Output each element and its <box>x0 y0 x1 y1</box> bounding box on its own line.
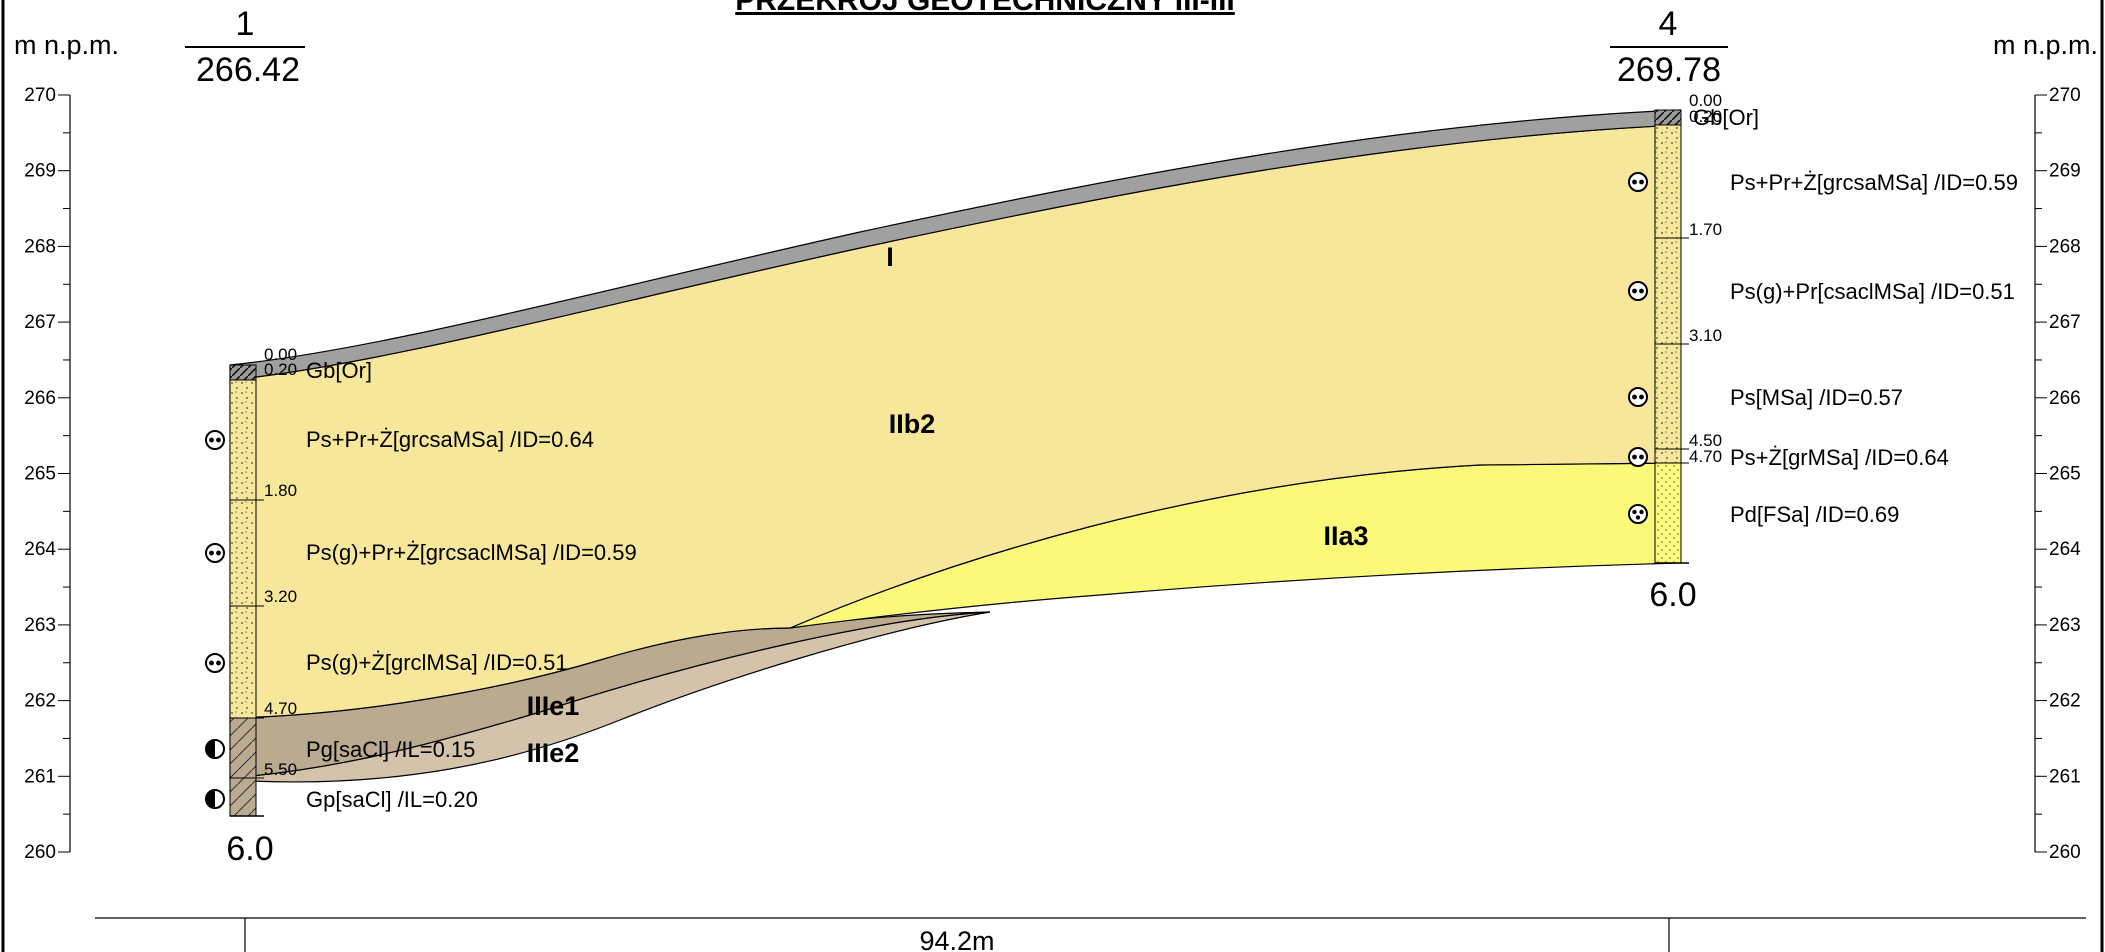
right-axis-tick-label: 264 <box>2049 539 2081 560</box>
borehole-4-layer-1-label: Gb[Or] <box>1693 105 1759 130</box>
borehole-1-layer-5-label: Pg[saCl] /IL=0.15 <box>306 737 475 762</box>
layer-label-IIa3: IIa3 <box>1323 521 1368 551</box>
layer-label-IIb2: IIb2 <box>889 409 936 439</box>
borehole-4-depth-1: 0.20 <box>1689 107 1722 126</box>
right-axis-unit: m n.p.m. <box>1993 30 2098 60</box>
borehole-1-depth-2: 1.80 <box>264 481 297 500</box>
left-axis-tick-label: 263 <box>24 615 56 636</box>
borehole-4-layer-6-label: Pd[FSa] /ID=0.69 <box>1730 502 1899 527</box>
dense-sand-icon <box>205 543 225 563</box>
borehole-1-layer-4-label: Ps(g)+Ż[grclMSa] /ID=0.51 <box>306 650 568 675</box>
borehole-4-layer-2-label: Ps+Pr+Ż[grcsaMSa] /ID=0.59 <box>1730 170 2018 195</box>
layer-label-IIIe2: IIIe2 <box>527 738 580 768</box>
borehole-1: 1 266.42 0.00 0.20 1.80 3.20 4.70 5.50 G… <box>185 5 637 868</box>
section-title: PRZEKRÓJ GEOTECHNICZNY III-III <box>735 0 1235 17</box>
dense-sand-icon <box>1628 172 1648 192</box>
right-axis-tick-label: 269 <box>2049 161 2081 182</box>
left-axis-tick-label: 270 <box>24 85 56 106</box>
right-axis-tick-label: 260 <box>2049 842 2081 863</box>
left-axis-tick-label: 260 <box>24 842 56 863</box>
left-axis-tick-label: 262 <box>24 691 56 712</box>
left-axis-tick-label: 268 <box>24 236 56 257</box>
borehole-1-layer-2-label: Ps+Pr+Ż[grcsaMSa] /ID=0.64 <box>306 427 594 452</box>
right-axis-tick-label: 267 <box>2049 312 2081 333</box>
right-axis-tick-label: 262 <box>2049 691 2081 712</box>
half-circle-icon <box>205 789 225 809</box>
right-elevation-axis: m n.p.m. 260 261 262 263 264 265 266 267 268 269 2… <box>1993 30 2098 863</box>
borehole-1-number: 1 <box>236 5 255 43</box>
distance-bar: 94.2m <box>95 917 2086 952</box>
borehole-4-depth-4: 4.50 <box>1689 431 1722 450</box>
borehole-4-fine-sand <box>1654 462 1682 564</box>
right-axis-tick-label: 270 <box>2049 85 2081 106</box>
dense-sand-icon <box>205 653 225 673</box>
right-axis-tick-label: 263 <box>2049 615 2081 636</box>
right-axis-tick-label: 268 <box>2049 236 2081 257</box>
borehole-4-sand <box>1654 124 1682 464</box>
dense-sand-icon <box>1628 387 1648 407</box>
left-axis-tick-label: 266 <box>24 388 56 409</box>
half-circle-icon <box>205 739 225 759</box>
borehole-4-total-depth: 6.0 <box>1649 576 1696 614</box>
borehole-1-layer-3-label: Ps(g)+Pr+Ż[grcsaclMSa] /ID=0.59 <box>306 540 637 565</box>
medium-sand-icon <box>1628 504 1648 524</box>
borehole-1-depth-3: 3.20 <box>264 587 297 606</box>
borehole-1-total-depth: 6.0 <box>226 830 273 868</box>
distance-label: 94.2m <box>919 926 994 952</box>
right-axis-tick-label: 266 <box>2049 388 2081 409</box>
borehole-1-depth-4: 4.70 <box>264 699 297 718</box>
borehole-4-layer-3-label: Ps(g)+Pr[csaclMSa] /ID=0.51 <box>1730 279 2015 304</box>
dense-sand-icon <box>205 430 225 450</box>
left-axis-tick-label: 261 <box>24 766 56 787</box>
borehole-1-depth-1: 0.20 <box>264 360 297 379</box>
borehole-1-elevation: 266.42 <box>196 51 300 89</box>
borehole-1-layer-6-label: Gp[saCl] /IL=0.20 <box>306 787 478 812</box>
borehole-4-layer-4-label: Ps[MSa] /ID=0.57 <box>1730 385 1903 410</box>
left-axis-unit: m n.p.m. <box>14 30 119 60</box>
borehole-4-depth-5: 4.70 <box>1689 447 1722 466</box>
layer-label-IIIe1: IIIe1 <box>527 691 580 721</box>
left-elevation-axis: m n.p.m. 260 261 262 263 264 265 266 267 268 269 2… <box>14 30 119 863</box>
borehole-1-depth-0: 0.00 <box>264 345 297 364</box>
dense-sand-icon <box>1628 447 1648 467</box>
borehole-1-sand <box>229 379 257 719</box>
dense-sand-icon <box>1628 281 1648 301</box>
borehole-4-humus <box>1654 109 1682 126</box>
borehole-1-layer-1-label: Gb[Or] <box>306 358 372 383</box>
borehole-4-depth-2: 1.70 <box>1689 220 1722 239</box>
borehole-4-depth-0: 0.00 <box>1689 91 1722 110</box>
right-axis-tick-label: 265 <box>2049 464 2081 485</box>
left-axis-tick-label: 267 <box>24 312 56 333</box>
left-axis-tick-label: 265 <box>24 464 56 485</box>
borehole-4-elevation: 269.78 <box>1617 51 1721 89</box>
borehole-1-clay <box>229 717 257 817</box>
left-axis-tick-label: 264 <box>24 539 56 560</box>
borehole-1-humus <box>229 364 257 381</box>
left-axis-tick-label: 269 <box>24 161 56 182</box>
borehole-4-number: 4 <box>1659 5 1678 43</box>
borehole-4: 4 269.78 0.00 0.20 1.70 3.10 4.50 4.70 G… <box>1610 5 2018 614</box>
layer-label-I: I <box>886 242 894 272</box>
borehole-1-depth-5: 5.50 <box>264 760 297 779</box>
right-axis-tick-label: 261 <box>2049 766 2081 787</box>
borehole-4-layer-5-label: Ps+Ż[grMSa] /ID=0.64 <box>1730 445 1949 470</box>
borehole-4-depth-3: 3.10 <box>1689 326 1722 345</box>
